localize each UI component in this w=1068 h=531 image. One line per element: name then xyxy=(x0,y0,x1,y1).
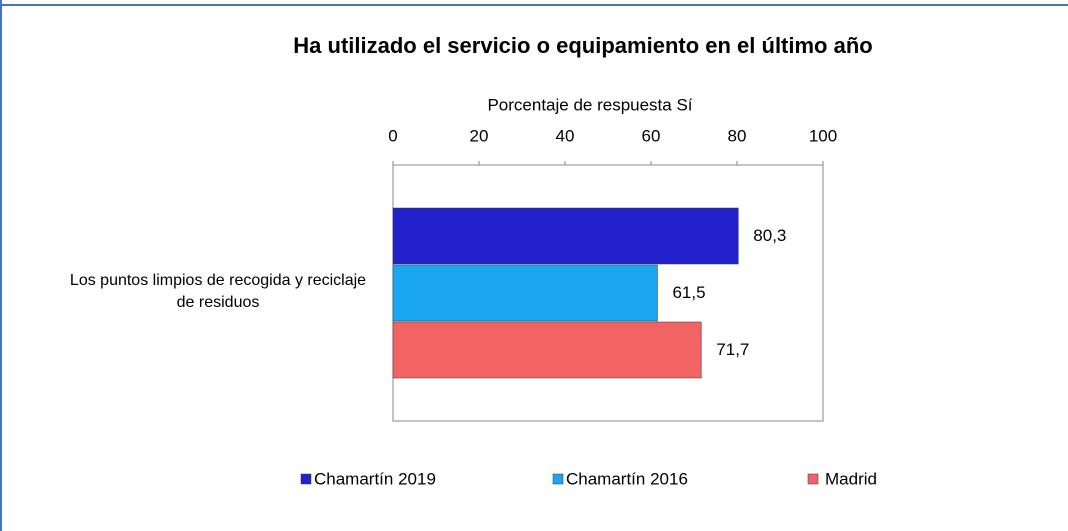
x-tick-label: 60 xyxy=(642,126,661,145)
x-tick-label: 0 xyxy=(388,126,397,145)
bar xyxy=(392,321,702,379)
legend-label: Chamartín 2019 xyxy=(314,469,436,488)
value-label: 61,5 xyxy=(672,283,705,302)
value-label: 80,3 xyxy=(753,226,786,245)
legend-marker xyxy=(807,473,819,485)
legend-marker xyxy=(300,473,312,485)
x-axis-label: Porcentaje de respuesta Sí xyxy=(487,95,692,114)
chart-title: Ha utilizado el servicio o equipamiento … xyxy=(293,33,872,58)
value-label: 71,7 xyxy=(716,340,749,359)
x-tick-label: 80 xyxy=(728,126,747,145)
legend-label: Madrid xyxy=(825,469,877,488)
bar xyxy=(392,207,739,265)
x-tick-label: 40 xyxy=(556,126,575,145)
category-label: Los puntos limpios de recogida y recicla… xyxy=(69,272,367,311)
x-tick-label: 100 xyxy=(809,126,837,145)
bar xyxy=(392,264,658,322)
x-tick-label: 20 xyxy=(470,126,489,145)
legend-marker xyxy=(552,473,564,485)
legend-label: Chamartín 2016 xyxy=(566,469,688,488)
